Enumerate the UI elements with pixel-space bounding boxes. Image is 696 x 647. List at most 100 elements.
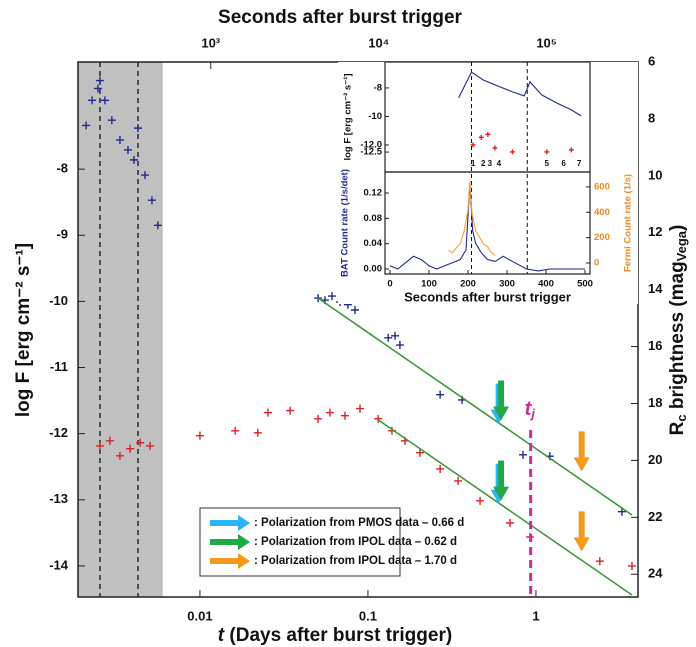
tj-sub: j (529, 406, 535, 421)
polarization-arrow (573, 511, 590, 552)
inset-x-tick-label: 500 (577, 279, 593, 290)
series-line (377, 419, 633, 596)
y2-sub: c (674, 414, 689, 421)
data-point (391, 331, 400, 340)
inset-x-tick-label: 300 (499, 279, 515, 290)
data-point (147, 196, 156, 205)
data-point (476, 496, 485, 505)
inset-y2-tick-label: 600 (594, 181, 610, 192)
data-point (107, 116, 116, 125)
y-axis-title: log F [erg cm⁻² s⁻¹] (13, 243, 34, 417)
inset-point-label: 5 (545, 159, 550, 168)
data-point (253, 428, 262, 437)
data-point (470, 142, 476, 148)
data-point (115, 136, 124, 145)
inset-point-label: 3 (488, 159, 493, 168)
top-axis-title: Seconds after burst trigger (218, 7, 462, 28)
data-point (519, 450, 528, 459)
y2-sub2: Vega (674, 230, 689, 261)
x-axis-title: t (Days after burst trigger) (218, 625, 452, 646)
data-point (263, 408, 272, 417)
tj-label: tj (525, 398, 536, 421)
data-point (82, 121, 91, 130)
y2-tick-label: 22 (648, 509, 662, 524)
x2-tick-label: 10⁴ (368, 35, 389, 50)
shaded-region (78, 62, 163, 597)
inset-y-tick-label: 0.00 (364, 264, 383, 275)
y2-r: R (667, 421, 688, 435)
tj-t: t (525, 398, 533, 420)
data-point (93, 84, 102, 93)
series-line (317, 297, 633, 516)
y-tick-label: -13 (49, 491, 68, 506)
inset-x-tick-label: 0 (387, 279, 392, 290)
data-point (286, 406, 295, 415)
y2-tick-label: 8 (648, 110, 655, 125)
legend-label: : Polarization from IPOL data – 1.70 d (254, 555, 457, 567)
data-point (544, 149, 550, 155)
inset-background (338, 62, 638, 304)
data-point (146, 441, 155, 450)
inset-y-tick-label: 0.08 (364, 213, 383, 224)
y2-mid: brightness (mag (667, 261, 688, 414)
inset-y-tick-label: -10 (368, 111, 382, 122)
inset-x-tick-label: 100 (421, 279, 437, 290)
data-point (88, 96, 97, 105)
y-tick-label: -14 (49, 557, 69, 572)
data-point (454, 476, 463, 485)
data-point (627, 561, 636, 570)
data-point (100, 96, 109, 105)
data-point (129, 155, 138, 164)
y-tick-label: -9 (56, 227, 68, 242)
inset-x-title: Seconds after burst trigger (404, 289, 571, 304)
polarization-arrow (493, 380, 510, 421)
x2-tick-label: 10⁵ (536, 35, 557, 50)
y2-tick-label: 6 (648, 53, 655, 68)
y-tick-label: -11 (50, 359, 68, 374)
inset-y-tick-label: 0.12 (364, 188, 383, 199)
inset-point-label: 2 (481, 159, 486, 168)
series-line (448, 180, 496, 256)
inset-point-label: 1 (471, 159, 476, 168)
inset-frame (384, 171, 591, 275)
data-point (153, 221, 162, 230)
data-point (340, 411, 349, 420)
inset-point-label: 6 (561, 159, 566, 168)
x-tick-label: 0.1 (359, 608, 377, 623)
data-point (314, 294, 323, 303)
inset-point-label: 7 (577, 159, 582, 168)
data-point (509, 149, 515, 155)
series-line (458, 71, 582, 117)
y2-tick-label: 18 (648, 395, 662, 410)
inset-y-title: BAT Count rate (1/s/det) (340, 169, 351, 277)
inset-y-tick-label: 0.04 (364, 238, 383, 249)
y2-axis-title: Rc brightness (magVega) (667, 225, 689, 436)
inset-y-tick-label: -12.0 (360, 139, 382, 150)
data-point (141, 171, 150, 180)
data-point (115, 451, 124, 460)
data-point (436, 464, 445, 473)
inset-y-tick-label: -12.5 (360, 147, 382, 158)
x2-tick-label: 10³ (201, 35, 220, 50)
data-point (95, 76, 104, 85)
data-point (327, 292, 336, 301)
data-point (105, 436, 114, 445)
inset-y2-title: Fermi Count rate (1/s) (623, 174, 634, 272)
data-point (478, 134, 484, 140)
x-axis-var: t (218, 625, 225, 646)
data-point (314, 414, 323, 423)
inset-y-tick-label: -8 (374, 82, 382, 93)
y2-tick-label: 20 (648, 452, 662, 467)
data-point (415, 448, 424, 457)
x-tick-label: 0.01 (187, 608, 212, 623)
data-point (95, 441, 104, 450)
data-point (374, 414, 383, 423)
data-point (231, 426, 240, 435)
data-point (325, 408, 334, 417)
data-point (126, 444, 135, 453)
data-point (134, 124, 143, 133)
data-point (350, 305, 359, 314)
data-point (384, 333, 393, 342)
